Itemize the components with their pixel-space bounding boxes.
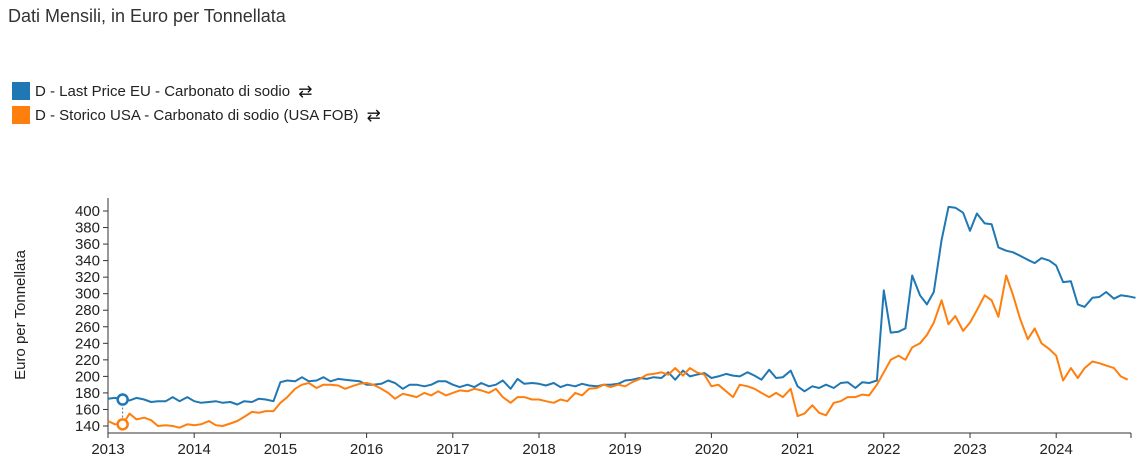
y-tick-label: 240 bbox=[75, 335, 100, 352]
hover-marker-usa bbox=[116, 418, 129, 431]
legend-item-eu[interactable]: D - Last Price EU - Carbonato di sodio ⇄ bbox=[12, 79, 381, 103]
y-tick-label: 220 bbox=[75, 352, 100, 369]
y-tick-label: 260 bbox=[75, 319, 100, 336]
swap-arrows-icon[interactable]: ⇄ bbox=[366, 105, 381, 125]
x-tick-label: 2016 bbox=[350, 441, 383, 458]
legend-label-eu: D - Last Price EU - Carbonato di sodio bbox=[35, 82, 291, 100]
y-tick-label: 180 bbox=[75, 385, 100, 402]
x-tick-label: 2017 bbox=[436, 441, 469, 458]
x-tick-label: 2023 bbox=[953, 441, 986, 458]
y-axis-title: Euro per Tonnellata bbox=[12, 249, 29, 379]
y-tick-label: 200 bbox=[75, 368, 100, 385]
y-tick-label: 300 bbox=[75, 286, 100, 303]
series-line-eu bbox=[107, 205, 1136, 406]
x-tick-label: 2018 bbox=[522, 441, 555, 458]
x-tick-label: 2015 bbox=[264, 441, 297, 458]
legend-item-usa[interactable]: D - Storico USA - Carbonato di sodio (US… bbox=[12, 103, 381, 127]
x-tick-label: 2022 bbox=[867, 441, 900, 458]
swap-arrows-icon[interactable]: ⇄ bbox=[298, 81, 313, 101]
x-tick-label: 2020 bbox=[695, 441, 728, 458]
chart-title: Dati Mensili, in Euro per Tonnellata bbox=[8, 6, 286, 26]
y-tick-label: 320 bbox=[75, 269, 100, 286]
hover-marker-eu bbox=[116, 393, 129, 406]
x-tick-label: 2021 bbox=[781, 441, 814, 458]
y-tick-label: 400 bbox=[75, 203, 100, 220]
y-tick-label: 380 bbox=[75, 220, 100, 237]
y-tick-label: 160 bbox=[75, 401, 100, 418]
y-tick-label: 340 bbox=[75, 253, 100, 270]
y-tick-label: 280 bbox=[75, 302, 100, 319]
x-tick-label: 2024 bbox=[1040, 441, 1073, 458]
x-tick-label: 2014 bbox=[178, 441, 211, 458]
y-tick-label: 140 bbox=[75, 418, 100, 435]
legend-swatch-eu bbox=[12, 82, 30, 100]
legend-swatch-usa bbox=[12, 106, 30, 124]
legend-label-usa: D - Storico USA - Carbonato di sodio (US… bbox=[35, 106, 359, 124]
legend: D - Last Price EU - Carbonato di sodio ⇄… bbox=[12, 79, 381, 127]
x-tick-label: 2013 bbox=[91, 441, 124, 458]
y-tick-label: 360 bbox=[75, 236, 100, 253]
series-line-usa bbox=[107, 274, 1129, 429]
x-tick-label: 2019 bbox=[609, 441, 642, 458]
